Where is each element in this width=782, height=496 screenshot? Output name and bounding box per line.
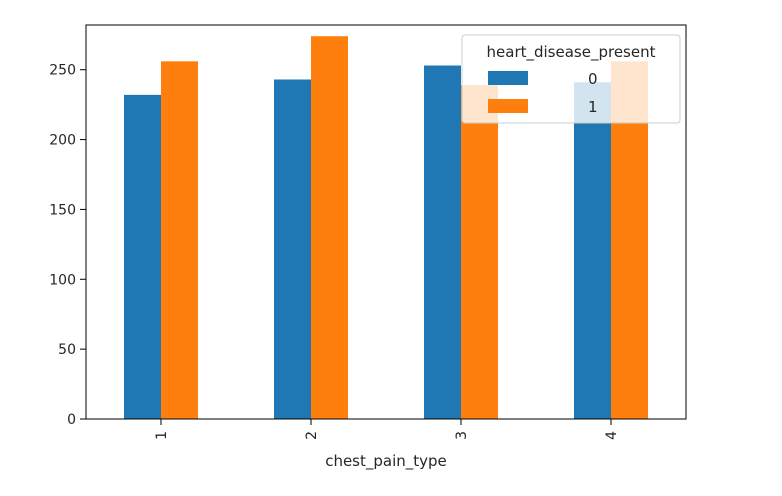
y-tick-label: 250 xyxy=(49,63,76,79)
bar-1-series-0 xyxy=(124,94,161,419)
plot-frame xyxy=(85,24,687,420)
bar-4-series-0 xyxy=(574,82,611,419)
legend-label-0: 0 xyxy=(588,70,598,88)
x-tick-label: 2 xyxy=(304,431,320,440)
x-axis-label: chest_pain_type xyxy=(325,452,447,471)
legend-swatch-1 xyxy=(488,99,528,113)
legend-title: heart_disease_present xyxy=(487,43,656,62)
x-tick-label: 4 xyxy=(604,431,620,440)
y-tick-label: 50 xyxy=(58,342,76,358)
bar-2-series-1 xyxy=(311,36,348,419)
y-tick-label: 100 xyxy=(49,272,76,288)
y-axis: 0 50 100 150 200 250 xyxy=(49,63,86,428)
bar-2-series-0 xyxy=(274,79,311,419)
x-tick-label: 3 xyxy=(454,431,470,440)
y-tick-label: 150 xyxy=(49,202,76,218)
bar-3-series-1 xyxy=(461,85,498,420)
legend: heart_disease_present 0 1 xyxy=(461,34,681,124)
bar-1-series-1 xyxy=(161,61,198,420)
x-axis: 1 2 3 4 xyxy=(154,419,620,440)
bars-group xyxy=(124,36,648,420)
y-tick-label: 0 xyxy=(67,412,76,428)
x-tick-label: 1 xyxy=(154,431,170,440)
legend-label-1: 1 xyxy=(588,98,598,116)
legend-swatch-0 xyxy=(488,71,528,85)
bar-3-series-0 xyxy=(424,65,461,419)
y-tick-label: 200 xyxy=(49,133,76,149)
